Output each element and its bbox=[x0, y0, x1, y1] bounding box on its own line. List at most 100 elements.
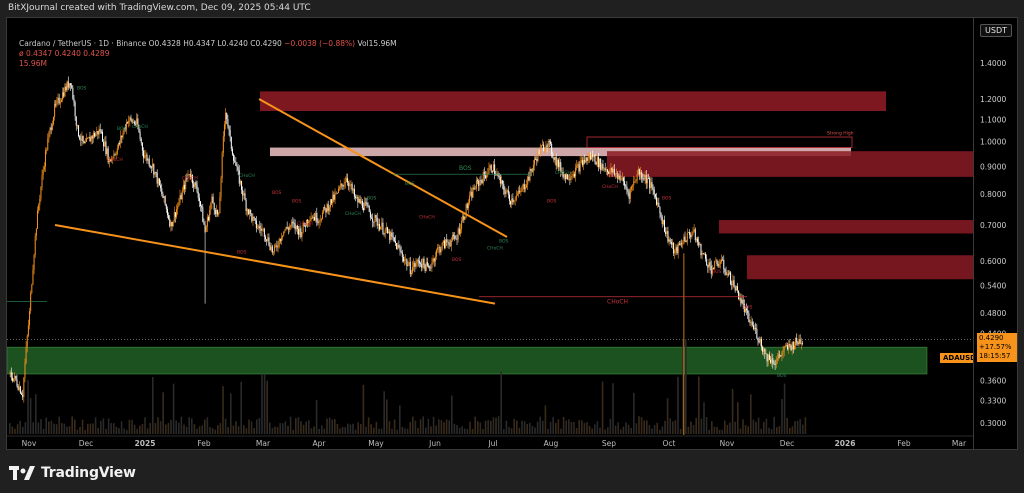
structure-label: BOS bbox=[777, 373, 787, 379]
candle-body bbox=[103, 141, 105, 147]
structure-label: BOS bbox=[367, 196, 377, 202]
candle-body bbox=[355, 196, 357, 198]
candle-body bbox=[548, 140, 550, 142]
volume-bar bbox=[126, 429, 128, 434]
price-chart[interactable]: BOS CHoCH Strong High BOS CHoCH CHoCH BOS CHoCH… bbox=[7, 18, 974, 450]
candle-body bbox=[203, 222, 205, 225]
candle-body bbox=[785, 345, 787, 347]
candle-body bbox=[401, 252, 403, 258]
price-axis[interactable]: 1.4000 1.2000 1.1000 1.0000 0.9000 0.8000 0.70… bbox=[974, 17, 1018, 450]
candle-body bbox=[9, 372, 11, 374]
candle-body bbox=[497, 173, 499, 176]
candle-body bbox=[278, 238, 280, 247]
y-tick-label: 0.7000 bbox=[980, 221, 1006, 230]
candle-body bbox=[352, 189, 354, 191]
candle-body bbox=[86, 138, 88, 142]
candle-body bbox=[121, 135, 123, 138]
structure-label: CHoCH bbox=[345, 211, 361, 217]
candle-body bbox=[91, 136, 93, 139]
volume-bar bbox=[204, 419, 206, 434]
candle-body bbox=[293, 223, 295, 224]
candle-body bbox=[445, 239, 447, 248]
candle-body bbox=[332, 194, 334, 204]
tradingview-logo[interactable]: TradingView bbox=[9, 465, 136, 481]
candle-body bbox=[616, 173, 618, 175]
candle-body bbox=[593, 154, 595, 158]
candle-body bbox=[784, 346, 786, 347]
candle-body bbox=[15, 375, 17, 380]
candle-body bbox=[735, 286, 737, 291]
volume-bar bbox=[575, 428, 578, 434]
candle-body bbox=[386, 227, 388, 233]
candle-body bbox=[200, 201, 202, 206]
volume-bar bbox=[430, 426, 432, 434]
candle-body bbox=[192, 175, 194, 184]
volume-bar bbox=[183, 424, 185, 434]
candle-body bbox=[536, 159, 538, 162]
volume-bar bbox=[328, 417, 331, 434]
candle-body bbox=[759, 339, 761, 343]
candle-body bbox=[528, 176, 530, 181]
candle-body bbox=[708, 262, 710, 268]
candle-body bbox=[236, 165, 238, 168]
candle-body bbox=[594, 154, 596, 163]
volume-bar bbox=[562, 416, 565, 434]
candle-body bbox=[265, 236, 266, 240]
structure-label: CHoCH bbox=[419, 214, 435, 220]
currency-button[interactable]: USDT bbox=[980, 24, 1012, 37]
candle-body bbox=[609, 170, 611, 174]
y-tick-label: 1.2000 bbox=[980, 95, 1006, 104]
candle-body bbox=[306, 219, 308, 227]
candle-body bbox=[213, 202, 215, 211]
candle-body bbox=[51, 124, 53, 130]
candle-body bbox=[420, 263, 422, 265]
candle-body bbox=[678, 243, 680, 246]
candle-body bbox=[276, 245, 278, 248]
candle-body bbox=[597, 156, 599, 168]
candle-body bbox=[319, 220, 321, 222]
candle-body bbox=[331, 199, 333, 204]
candle-body bbox=[73, 98, 75, 103]
candle-body bbox=[799, 339, 801, 344]
candle-body bbox=[287, 228, 289, 230]
candle-body bbox=[10, 372, 12, 378]
candle-body bbox=[188, 173, 190, 175]
candle-body bbox=[394, 241, 396, 243]
candle-body bbox=[226, 112, 228, 119]
volume-bar bbox=[256, 419, 258, 434]
candle-body bbox=[168, 215, 170, 219]
chart-panel[interactable]: BOS CHoCH Strong High BOS CHoCH CHoCH BOS CHoCH… bbox=[6, 17, 974, 450]
candle-body bbox=[141, 142, 143, 151]
volume-bar bbox=[763, 421, 765, 434]
candle-body bbox=[267, 237, 269, 241]
candle-body bbox=[723, 259, 725, 270]
tradingview-logo-icon bbox=[9, 466, 35, 480]
candle-body bbox=[514, 199, 516, 201]
volume-bar bbox=[214, 429, 216, 434]
candle-body bbox=[758, 340, 760, 343]
volume-bar bbox=[362, 384, 365, 434]
candle-body bbox=[164, 196, 166, 205]
candle-body bbox=[486, 175, 488, 178]
candle-body bbox=[773, 363, 775, 365]
candle-body bbox=[718, 263, 720, 267]
candle-body bbox=[436, 249, 437, 257]
candle-body bbox=[459, 229, 461, 234]
candle-body bbox=[337, 188, 339, 193]
candle-body bbox=[174, 212, 176, 217]
candle-body bbox=[301, 232, 303, 238]
volume-bar bbox=[113, 423, 115, 434]
legend-close: C0.4290 bbox=[250, 39, 282, 48]
candle-body bbox=[797, 342, 799, 345]
candle-body bbox=[428, 265, 430, 267]
choch-label-main: CHoCH bbox=[607, 299, 628, 306]
candle-body bbox=[538, 150, 540, 155]
volume-bar bbox=[375, 421, 378, 434]
volume-bar bbox=[620, 429, 622, 434]
candle-body bbox=[390, 232, 392, 240]
volume-bar bbox=[716, 426, 718, 434]
structure-label: BOS bbox=[237, 249, 247, 255]
candle-body bbox=[645, 174, 647, 184]
zones-layer bbox=[7, 91, 973, 375]
volume-bar bbox=[180, 416, 183, 434]
